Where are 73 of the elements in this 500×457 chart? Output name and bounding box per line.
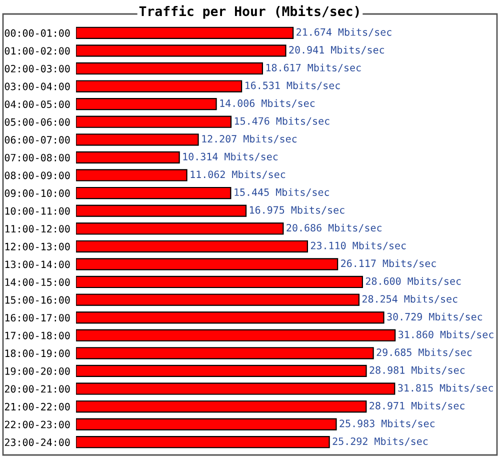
bar bbox=[76, 116, 232, 128]
bar bbox=[76, 98, 217, 110]
bar bbox=[76, 436, 330, 448]
y-tick-label: 10:00-11:00 bbox=[5, 207, 70, 215]
y-tick-label: 13:00-14:00 bbox=[5, 260, 70, 268]
bar bbox=[76, 400, 367, 413]
bar bbox=[76, 62, 264, 75]
data-label: 20.941 Mbits/sec bbox=[289, 46, 384, 54]
y-tick-label: 00:00-01:00 bbox=[4, 29, 70, 37]
data-label: 16.531 Mbits/sec bbox=[246, 81, 340, 90]
bar bbox=[76, 26, 294, 39]
data-label: 28.600 Mbits/sec bbox=[366, 277, 461, 286]
y-tick-label: 18:00-19:00 bbox=[5, 350, 70, 358]
bar bbox=[76, 364, 367, 378]
bar bbox=[76, 329, 396, 342]
y-tick-label: 22:00-23:00 bbox=[4, 420, 70, 428]
bar bbox=[76, 222, 284, 235]
data-label: 18.617 Mbits/sec bbox=[266, 64, 361, 72]
bar bbox=[76, 151, 180, 164]
bar bbox=[76, 240, 308, 252]
data-label: 28.981 Mbits/sec bbox=[370, 366, 465, 375]
y-tick-label: 07:00-08:00 bbox=[4, 154, 70, 162]
data-label: 12.207 Mbits/sec bbox=[202, 134, 297, 144]
y-tick-label: 17:00-18:00 bbox=[5, 332, 70, 340]
y-tick-label: 12:00-13:00 bbox=[5, 242, 70, 250]
y-tick-label: 04:00-05:00 bbox=[4, 100, 70, 108]
data-label: 16.975 Mbits/sec bbox=[250, 206, 344, 215]
chart-title: Traffic per Hour (Mbits/sec) bbox=[139, 5, 359, 19]
data-label: 15.476 Mbits/sec bbox=[234, 117, 330, 126]
y-tick-label: 09:00-10:00 bbox=[4, 189, 70, 197]
y-tick-label: 23:00-24:00 bbox=[4, 438, 70, 446]
data-label: 10.314 Mbits/sec bbox=[183, 152, 278, 162]
data-label: 30.729 Mbits/sec bbox=[387, 312, 482, 322]
y-tick-label: 01:00-02:00 bbox=[4, 47, 70, 55]
data-label: 21.674 Mbits/sec bbox=[296, 28, 392, 37]
data-label: 14.006 Mbits/sec bbox=[220, 99, 315, 108]
data-label: 28.254 Mbits/sec bbox=[362, 294, 458, 304]
y-tick-label: 16:00-17:00 bbox=[5, 314, 70, 322]
data-label: 29.685 Mbits/sec bbox=[376, 348, 472, 357]
y-tick-label: 11:00-12:00 bbox=[5, 225, 70, 233]
y-tick-label: 14:00-15:00 bbox=[5, 278, 70, 286]
y-tick-label: 03:00-04:00 bbox=[4, 82, 70, 90]
bar bbox=[76, 294, 360, 306]
data-label: 31.815 Mbits/sec bbox=[398, 384, 493, 392]
bar bbox=[76, 418, 337, 430]
data-label: 15.445 Mbits/sec bbox=[234, 188, 329, 197]
bar bbox=[76, 311, 384, 324]
data-label: 31.860 Mbits/sec bbox=[398, 330, 494, 340]
data-label: 25.292 Mbits/sec bbox=[332, 437, 428, 446]
data-label: 26.117 Mbits/sec bbox=[341, 259, 436, 268]
data-label: 20.686 Mbits/sec bbox=[286, 224, 382, 232]
bar bbox=[76, 276, 363, 288]
y-tick-label: 08:00-09:00 bbox=[4, 172, 70, 180]
bar bbox=[76, 134, 199, 146]
y-tick-label: 21:00-22:00 bbox=[4, 402, 70, 410]
y-tick-label: 15:00-16:00 bbox=[5, 296, 70, 304]
y-tick-label: 06:00-07:00 bbox=[4, 136, 70, 144]
data-label: 11.062 Mbits/sec bbox=[190, 170, 286, 179]
data-label: 28.971 Mbits/sec bbox=[370, 402, 464, 410]
bar bbox=[76, 80, 242, 92]
y-tick-label: 05:00-06:00 bbox=[4, 118, 70, 126]
bar bbox=[76, 204, 247, 217]
bar bbox=[76, 44, 286, 57]
bar bbox=[76, 186, 232, 200]
bar bbox=[76, 382, 396, 395]
bar bbox=[76, 169, 188, 182]
bar bbox=[76, 258, 338, 270]
y-tick-label: 20:00-21:00 bbox=[4, 385, 70, 393]
data-label: 23.110 Mbits/sec bbox=[310, 242, 406, 250]
y-tick-label: 19:00-20:00 bbox=[5, 367, 70, 375]
bar bbox=[76, 347, 374, 360]
data-label: 25.983 Mbits/sec bbox=[340, 420, 434, 428]
y-tick-label: 02:00-03:00 bbox=[4, 64, 70, 72]
